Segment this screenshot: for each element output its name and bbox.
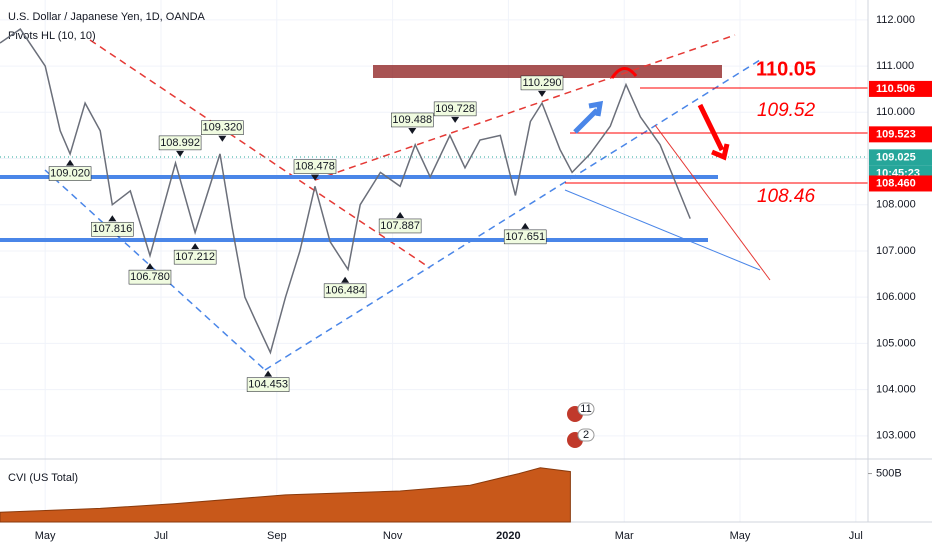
pivot-label: 107.816 [92, 223, 132, 235]
y-tick-label: 103.000 [876, 430, 916, 442]
event-count-bg [577, 428, 595, 442]
y-tick-label: 111.000 [876, 60, 914, 72]
pivot-box [378, 218, 422, 234]
pivot-box [293, 159, 337, 174]
pivot-marker [451, 116, 460, 123]
down-arrow [697, 103, 730, 161]
pivot-marker [341, 276, 350, 283]
cvi-title: CVI (US Total) [8, 472, 78, 484]
pivot-label: 109.020 [50, 168, 90, 180]
trend-line [89, 39, 431, 269]
x-tick-label: Mar [615, 530, 634, 542]
x-tick-label: Jul [849, 530, 863, 542]
pivot-box [48, 166, 92, 181]
pivot-marker [66, 159, 75, 166]
pivot-marker [311, 174, 320, 181]
pivot-box [173, 249, 217, 265]
pivot-label: 107.651 [505, 231, 545, 243]
pivot-box [503, 229, 547, 245]
projection-line [564, 189, 761, 271]
projection-line [654, 124, 771, 281]
pivot-marker [396, 211, 405, 218]
pivot-marker [145, 263, 154, 270]
x-tick-label: May [730, 530, 751, 542]
event-count: 2 [583, 429, 589, 441]
pivot-box [323, 283, 367, 299]
y-tick-label: 108.000 [876, 199, 916, 211]
event-count-bg [577, 402, 595, 416]
pivot-label: 107.212 [175, 251, 215, 263]
cvi-area [0, 467, 571, 523]
pivot-label: 106.484 [325, 285, 365, 297]
chart-title: U.S. Dollar / Japanese Yen, 1D, OANDA [8, 11, 206, 23]
pivot-box [201, 120, 244, 135]
y-tick-label: 106.000 [876, 291, 916, 303]
annotation: 109.52 [757, 100, 816, 121]
pivot-marker [408, 127, 417, 134]
y-tick-label: 112.000 [876, 14, 915, 26]
price-label-bg [869, 80, 932, 97]
top-arc [610, 67, 638, 79]
price-label: 108.460 [876, 177, 916, 189]
pivot-marker [537, 90, 546, 97]
pivot-label: 107.887 [380, 220, 420, 232]
pivot-label: 108.478 [295, 161, 335, 173]
pivot-box [158, 135, 202, 151]
x-tick-label: Nov [383, 530, 403, 542]
pivot-marker [218, 135, 227, 142]
x-tick-label: Jul [154, 530, 168, 542]
pivot-box [520, 75, 564, 91]
pivot-box [391, 112, 434, 128]
price-label: 109.025 [876, 151, 916, 163]
pivot-label: 108.992 [160, 137, 200, 149]
y-tick-label: 105.000 [876, 337, 916, 349]
trend-line [264, 59, 761, 371]
pivot-label: 104.453 [248, 379, 288, 391]
x-tick-label: May [35, 530, 56, 542]
event-count: 11 [580, 403, 591, 415]
indicator-label: Pivots HL (10, 10) [8, 30, 96, 42]
y-tick-label: 110.000 [876, 106, 915, 118]
pivot-marker [521, 222, 530, 229]
pivot-marker [264, 370, 273, 377]
pivot-label: 109.320 [202, 122, 242, 134]
up-arrow [573, 100, 604, 134]
pivot-marker [108, 215, 117, 222]
pivot-box [433, 101, 477, 117]
trend-line [314, 34, 736, 181]
pivot-label: 106.780 [130, 271, 170, 283]
annotation: 108.46 [757, 186, 816, 207]
pivot-label: 109.728 [435, 103, 475, 115]
annotation: 110.05 [756, 58, 816, 80]
pivot-label: 110.290 [523, 77, 562, 89]
pivot-label: 109.488 [392, 114, 432, 126]
y-tick-label: 104.000 [876, 384, 916, 396]
x-tick-label: Sep [267, 530, 287, 542]
price-line [0, 28, 691, 355]
pivot-marker [191, 243, 200, 250]
price-label: 109.523 [876, 128, 916, 140]
pivot-marker [176, 150, 185, 157]
price-label: 110.506 [876, 83, 915, 95]
price-label-bg [869, 149, 932, 166]
price-label-bg [869, 175, 932, 192]
x-tick-label: 2020 [496, 530, 520, 542]
pivot-box [246, 377, 290, 392]
pivot-box [91, 221, 134, 237]
cvi-tick-label: 500B [876, 467, 902, 479]
y-tick-label: 107.000 [876, 245, 916, 257]
pivot-box [128, 269, 172, 285]
price-label-bg [869, 126, 932, 143]
